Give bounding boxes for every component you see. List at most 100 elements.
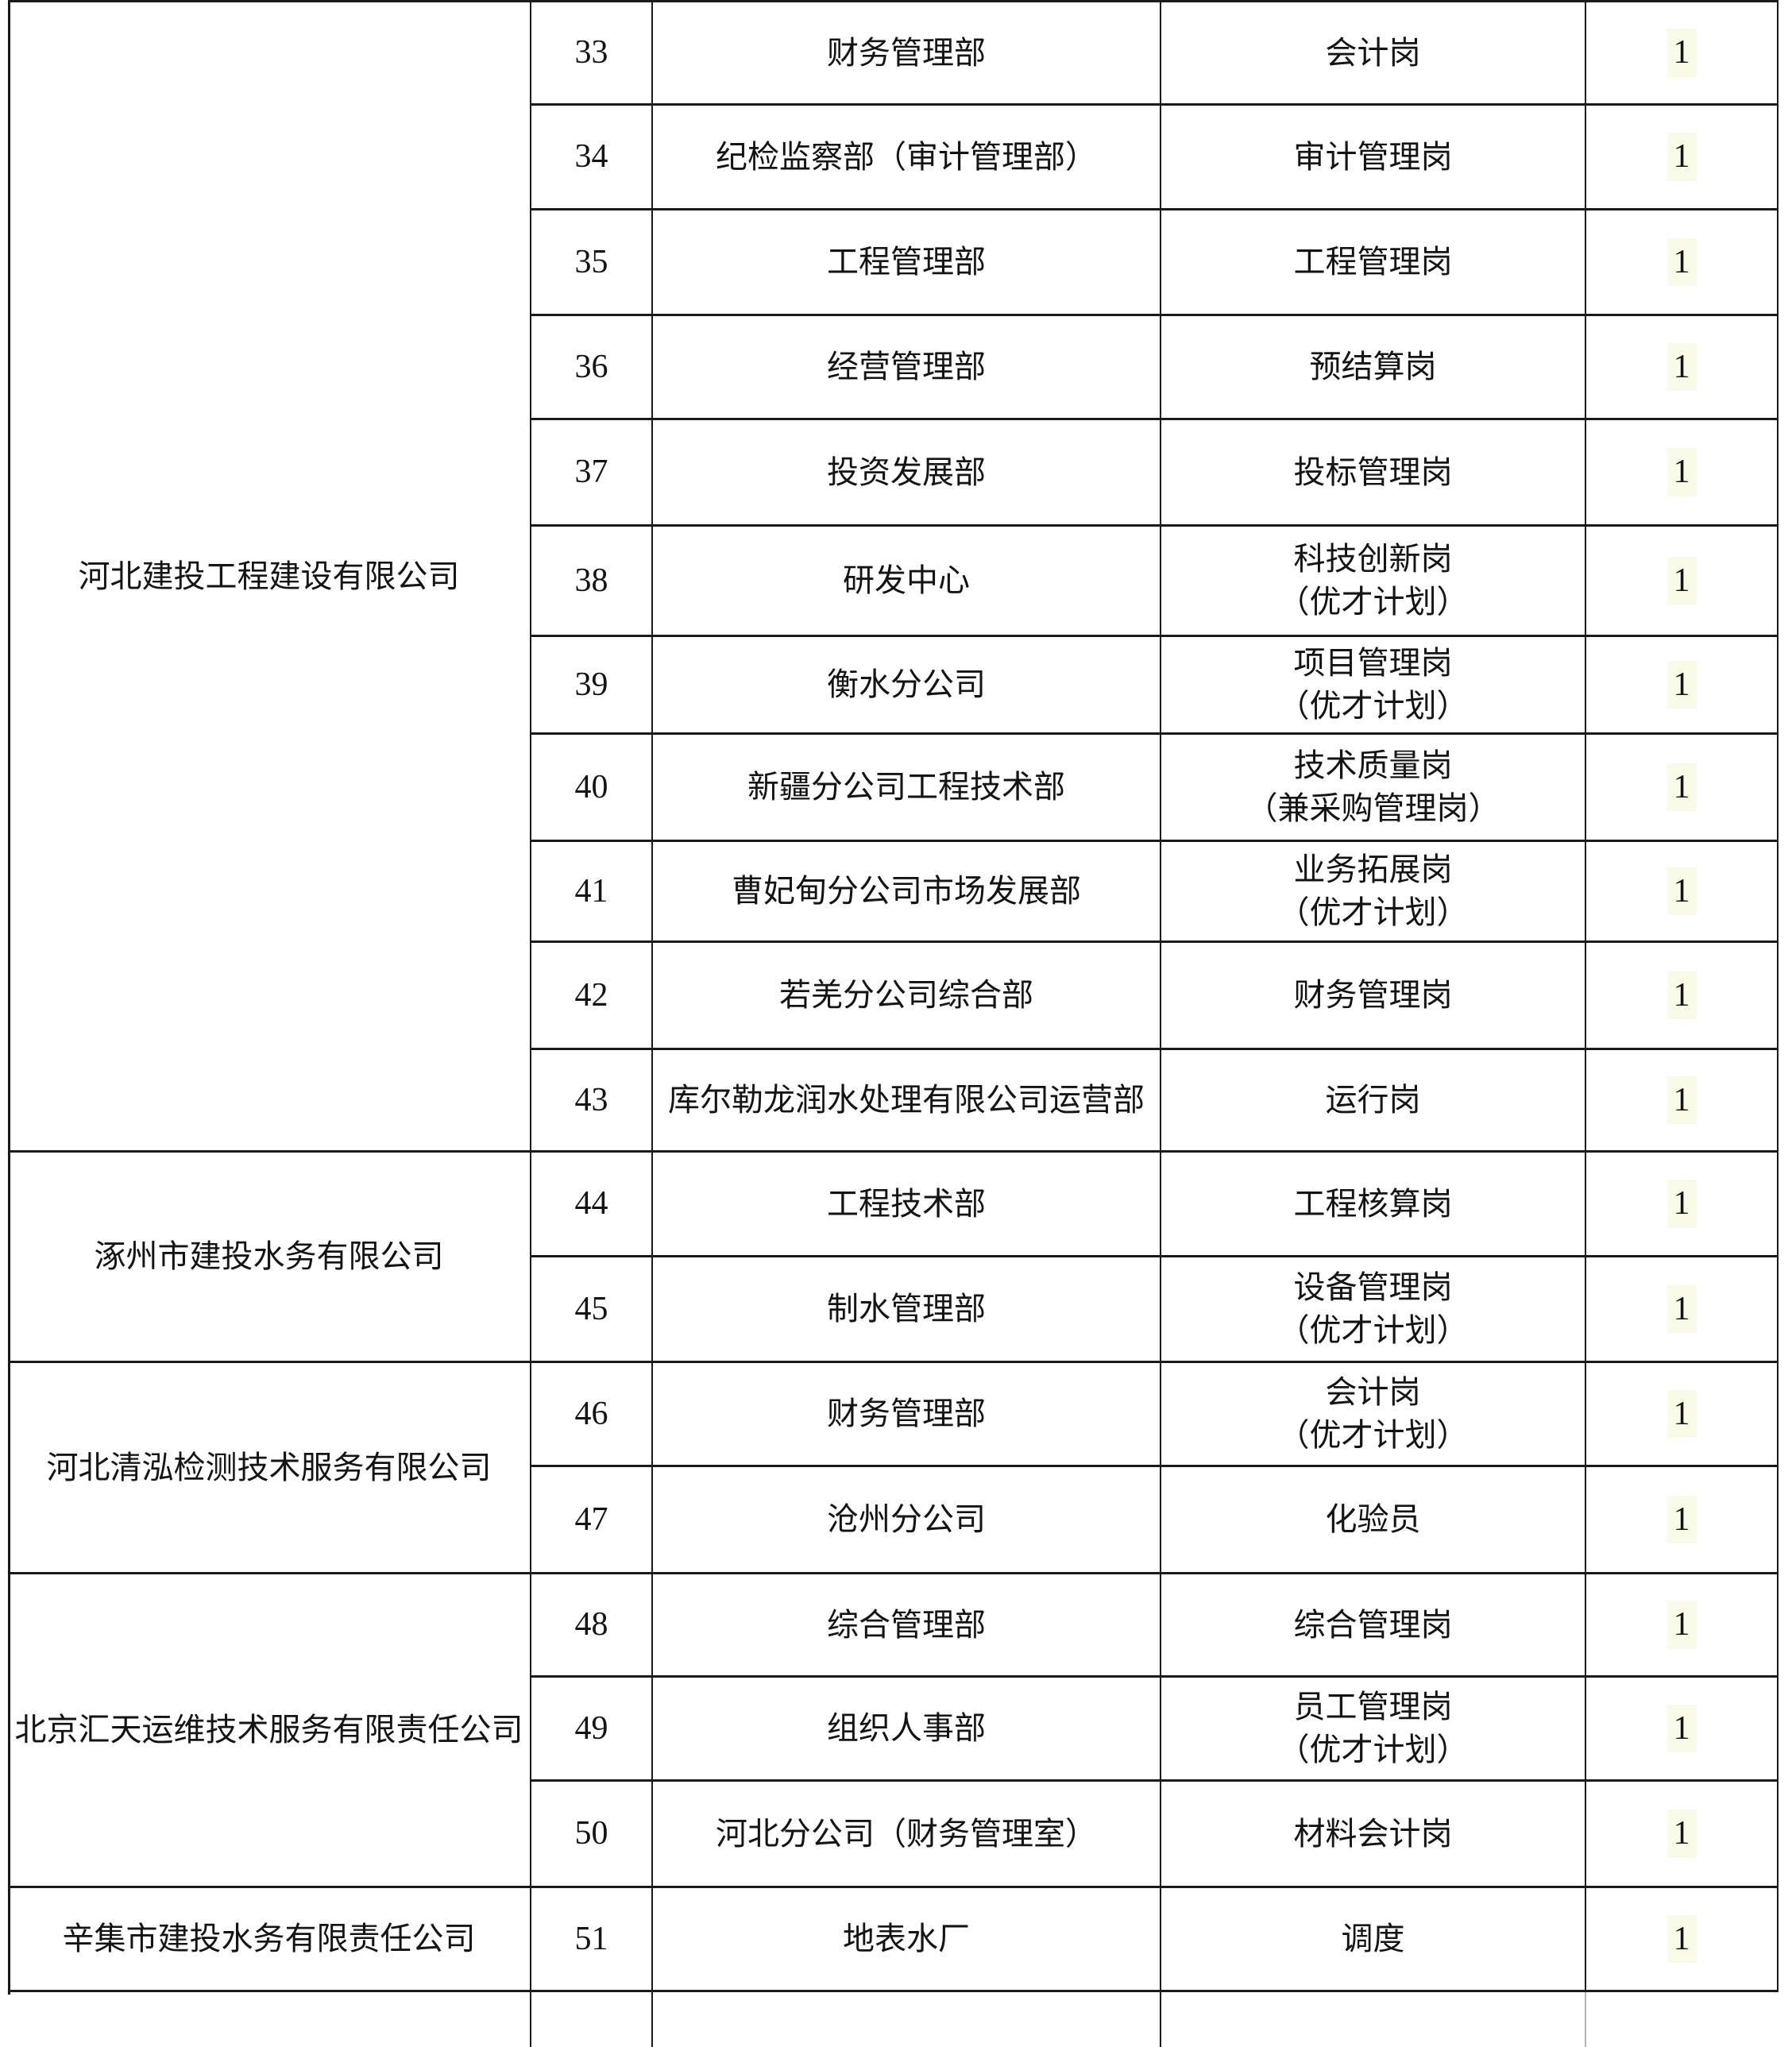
headcount-cell: 1 [1586,2,1778,106]
headcount-value: 1 [1666,1704,1697,1753]
company-cell: 北京汇天运维技术服务有限责任公司 [8,1574,531,1888]
department-cell: 若羌分公司综合部 [653,943,1161,1050]
department-cell: 纪检监察部（审计管理部） [653,106,1161,210]
headcount-cell: 1 [1586,1888,1778,1992]
headcount-cell: 1 [1586,210,1778,316]
row-number-cell: 41 [531,842,653,943]
headcount-cell: 1 [1586,1363,1778,1467]
row-number-cell: 42 [531,943,653,1050]
partial-row-department-cell [653,1992,1161,2047]
headcount-cell: 1 [1586,1050,1778,1153]
row-number-cell: 34 [531,106,653,210]
headcount-cell: 1 [1586,1467,1778,1574]
position-cell: 技术质量岗 （兼采购管理岗） [1161,735,1586,842]
company-cell: 河北建投工程建设有限公司 [8,2,531,1153]
headcount-cell: 1 [1586,1257,1778,1363]
headcount-value: 1 [1666,971,1697,1020]
headcount-cell: 1 [1586,1153,1778,1257]
row-number-cell: 36 [531,316,653,420]
headcount-cell: 1 [1586,735,1778,842]
row-number-cell: 39 [531,637,653,735]
headcount-value: 1 [1666,1601,1697,1649]
row-number-cell: 47 [531,1467,653,1574]
headcount-cell: 1 [1586,1678,1778,1782]
headcount-cell: 1 [1586,842,1778,943]
position-cell: 业务拓展岗 （优才计划） [1161,842,1586,943]
department-cell: 河北分公司（财务管理室） [653,1782,1161,1888]
position-cell: 运行岗 [1161,1050,1586,1153]
row-number-cell: 40 [531,735,653,842]
position-cell: 项目管理岗 （优才计划） [1161,637,1586,735]
department-cell: 研发中心 [653,527,1161,637]
headcount-value: 1 [1666,342,1697,392]
department-cell: 库尔勒龙润水处理有限公司运营部 [653,1050,1161,1153]
headcount-cell: 1 [1586,527,1778,637]
headcount-value: 1 [1666,556,1697,605]
department-cell: 衡水分公司 [653,637,1161,735]
headcount-value: 1 [1666,1809,1697,1858]
position-cell: 化验员 [1161,1467,1586,1574]
headcount-cell: 1 [1586,316,1778,420]
position-cell: 审计管理岗 [1161,106,1586,210]
headcount-value: 1 [1666,133,1697,181]
row-number-cell: 46 [531,1363,653,1467]
position-cell: 会计岗 [1161,2,1586,106]
row-number-cell: 51 [531,1888,653,1992]
position-cell: 财务管理岗 [1161,943,1586,1050]
row-number-cell: 44 [531,1153,653,1257]
row-number-cell: 38 [531,527,653,637]
headcount-value: 1 [1666,660,1697,709]
row-number-cell: 49 [531,1678,653,1782]
position-cell: 设备管理岗 （优才计划） [1161,1257,1586,1363]
department-cell: 财务管理部 [653,2,1161,106]
position-cell: 综合管理岗 [1161,1574,1586,1678]
partial-row-company-cell [8,1992,531,2047]
row-number-cell: 50 [531,1782,653,1888]
headcount-cell: 1 [1586,943,1778,1050]
headcount-cell: 1 [1586,1574,1778,1678]
position-cell: 科技创新岗 （优才计划） [1161,527,1586,637]
headcount-cell: 1 [1586,1782,1778,1888]
headcount-value: 1 [1666,1284,1697,1334]
headcount-cell: 1 [1586,420,1778,527]
partial-row-position-cell [1161,1992,1586,2047]
department-cell: 沧州分公司 [653,1467,1161,1574]
row-number-cell: 45 [531,1257,653,1363]
department-cell: 财务管理部 [653,1363,1161,1467]
row-number-cell: 33 [531,2,653,106]
department-cell: 综合管理部 [653,1574,1161,1678]
headcount-value: 1 [1666,238,1697,287]
headcount-value: 1 [1666,1495,1697,1544]
headcount-value: 1 [1666,1076,1697,1125]
partial-row-number-cell [531,1992,653,2047]
company-cell: 辛集市建投水务有限责任公司 [8,1888,531,1992]
department-cell: 工程管理部 [653,210,1161,316]
row-number-cell: 37 [531,420,653,527]
department-cell: 组织人事部 [653,1678,1161,1782]
department-cell: 经营管理部 [653,316,1161,420]
headcount-value: 1 [1666,448,1697,496]
position-cell: 会计岗 （优才计划） [1161,1363,1586,1467]
position-cell: 材料会计岗 [1161,1782,1586,1888]
position-cell: 工程核算岗 [1161,1153,1586,1257]
headcount-cell: 1 [1586,106,1778,210]
position-cell: 调度 [1161,1888,1586,1992]
department-cell: 地表水厂 [653,1888,1161,1992]
partial-row-headcount-cell [1586,1992,1778,2047]
department-cell: 制水管理部 [653,1257,1161,1363]
department-cell: 工程技术部 [653,1153,1161,1257]
row-number-cell: 48 [531,1574,653,1678]
position-cell: 投标管理岗 [1161,420,1586,527]
department-cell: 投资发展部 [653,420,1161,527]
row-number-cell: 43 [531,1050,653,1153]
company-cell: 河北清泓检测技术服务有限公司 [8,1363,531,1574]
department-cell: 曹妃甸分公司市场发展部 [653,842,1161,943]
company-cell: 涿州市建投水务有限公司 [8,1153,531,1363]
headcount-value: 1 [1666,1389,1697,1439]
headcount-value: 1 [1666,29,1697,77]
position-cell: 预结算岗 [1161,316,1586,420]
recruitment-positions-table: 河北建投工程建设有限公司 33 财务管理部 会计岗 1 34 纪检监察部（审计管… [8,0,1778,2047]
department-cell: 新疆分公司工程技术部 [653,735,1161,842]
headcount-value: 1 [1666,1180,1697,1228]
